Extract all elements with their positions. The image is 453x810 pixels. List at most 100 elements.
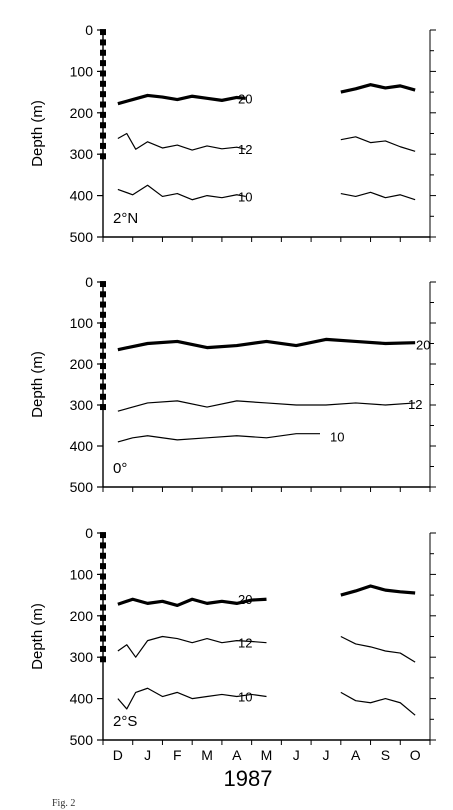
isotherm-12-line [117,132,246,151]
isotherm-12-line [117,635,267,658]
y-tick-label: 200 [70,105,94,121]
y-tick-label: 400 [70,438,94,454]
isotherm-label-12: 12 [238,636,252,651]
instrument-marker [100,281,106,288]
instrument-marker [100,373,106,380]
y-tick-label: 0 [85,274,93,290]
y-tick-label: 400 [70,188,94,204]
instrument-marker [100,49,106,56]
y-tick-label: 500 [70,479,94,495]
instrument-marker [100,363,106,370]
instrument-marker [100,573,106,580]
y-tick-label: 100 [70,315,94,331]
y-tick-label: 200 [70,356,94,372]
instrument-marker [100,604,106,611]
y-tick-label: 300 [70,649,94,665]
x-tick-label: M [261,747,273,763]
isotherm-10-line [340,191,416,201]
instrument-marker [100,532,106,539]
y-tick-label: 100 [70,63,94,79]
instrument-marker [100,153,106,160]
instrument-marker [100,332,106,339]
isotherm-10-line [340,691,416,716]
instrument-marker [100,656,106,663]
x-tick-label: A [232,747,242,763]
panel-label: 2°S [113,713,137,730]
instrument-marker [100,132,106,139]
instrument-marker [100,635,106,642]
isotherm-12-line [117,400,416,412]
instrument-marker [100,322,106,329]
instrument-marker [100,342,106,349]
instrument-marker [100,404,106,411]
instrument-marker [100,552,106,559]
instrument-marker [100,614,106,621]
instrument-marker [100,594,106,601]
instrument-marker [100,142,106,149]
isotherm-20-line [117,93,246,106]
instrument-marker [100,101,106,108]
x-tick-label: F [173,747,182,763]
y-tick-label: 300 [70,397,94,413]
y-tick-label: 500 [70,732,94,748]
x-tick-label: J [144,747,151,763]
isotherm-10-line [117,687,267,710]
y-tick-label: 200 [70,608,94,624]
isotherm-label-12: 12 [238,142,252,157]
x-tick-label: D [113,747,123,763]
instrument-marker [100,301,106,308]
panel-equator: 0 100 200 300 400 500 Depth (m) 20 12 10 0° [29,274,436,495]
instrument-marker [100,542,106,549]
isotherm-12-line [340,136,416,152]
y-tick-label: 400 [70,691,94,707]
panel-label: 2°N [113,210,138,227]
instrument-marker [100,60,106,67]
x-tick-label: J [322,747,329,763]
isotherm-label-20: 20 [238,592,252,607]
instrument-marker [100,311,106,318]
instrument-marker [100,39,106,46]
instrument-marker [100,91,106,98]
isotherm-label-20: 20 [238,91,252,106]
isotherm-label-20: 20 [416,337,430,352]
x-tick-label: A [351,747,361,763]
instrument-marker [100,563,106,570]
y-axis-title: Depth (m) [29,603,46,670]
isotherm-20-line [117,597,267,608]
panel-2s: 0 100 200 300 400 500 Depth (m) D J F M A M J J A S O 20 12… [29,525,436,763]
y-tick-label: 100 [70,566,94,582]
instrument-marker [100,645,106,652]
instrument-marker [100,625,106,632]
instrument-marker [100,111,106,118]
panel-2n: 0 100 200 300 400 500 Depth (m) 20 12 10 2°N [29,22,436,245]
instrument-marker [100,291,106,298]
y-tick-label: 0 [85,525,93,541]
y-tick-label: 500 [70,229,94,245]
isotherm-20-line [340,584,416,597]
panel-label: 0° [113,460,127,477]
instrument-marker [100,393,106,400]
y-tick-label: 0 [85,22,93,38]
isotherm-20-line [117,337,416,352]
year-label: 1987 [224,766,273,791]
figure-caption: Fig. 2 [52,798,76,809]
instrument-marker [100,352,106,359]
isotherm-10-line [117,433,321,443]
instrument-marker [100,583,106,590]
y-tick-label: 300 [70,146,94,162]
isotherm-12-line [340,635,416,663]
instrument-marker [100,29,106,36]
isotherm-20-line [340,83,416,94]
x-tick-label: O [410,747,421,763]
instrument-marker [100,70,106,77]
y-axis-title: Depth (m) [29,100,46,167]
instrument-marker [100,122,106,129]
x-tick-label: J [293,747,300,763]
instrument-marker [100,383,106,390]
x-tick-label: M [201,747,213,763]
isotherm-label-12: 12 [408,397,422,412]
isotherm-10-line [117,184,246,201]
x-tick-label: S [381,747,390,763]
instrument-marker [100,80,106,87]
